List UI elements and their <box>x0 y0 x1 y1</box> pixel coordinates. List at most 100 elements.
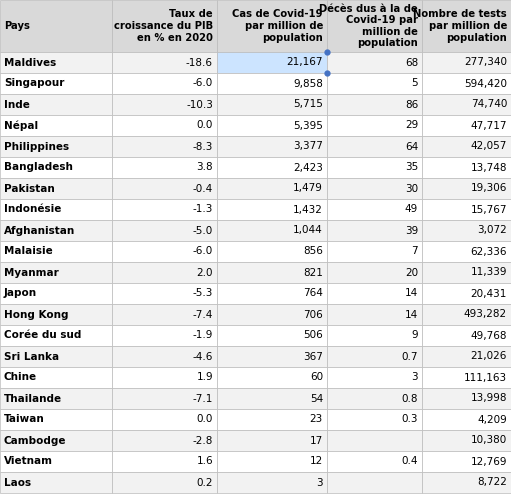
Bar <box>422 94 511 115</box>
Bar <box>327 136 422 157</box>
Text: 856: 856 <box>303 246 323 256</box>
Bar <box>0 283 112 304</box>
Bar <box>112 157 217 178</box>
Text: Décès dus à la de
Covid-19 par
million de
population: Décès dus à la de Covid-19 par million d… <box>319 4 418 48</box>
Bar <box>0 220 112 241</box>
Text: 4,209: 4,209 <box>477 414 507 424</box>
Text: -5.0: -5.0 <box>193 226 213 235</box>
Text: Taux de
croissance du PIB
en % en 2020: Taux de croissance du PIB en % en 2020 <box>114 10 213 42</box>
Text: 5,395: 5,395 <box>293 120 323 130</box>
Bar <box>112 472 217 493</box>
Bar <box>112 220 217 241</box>
Text: 29: 29 <box>405 120 418 130</box>
Bar <box>217 241 327 262</box>
Bar <box>0 388 112 409</box>
Text: Myanmar: Myanmar <box>4 268 59 278</box>
Bar <box>327 199 422 220</box>
Text: 74,740: 74,740 <box>471 100 507 110</box>
Text: Laos: Laos <box>4 478 31 488</box>
Text: 30: 30 <box>405 184 418 194</box>
Bar <box>217 472 327 493</box>
Bar <box>422 262 511 283</box>
Bar <box>327 325 422 346</box>
Bar <box>422 367 511 388</box>
Bar <box>327 430 422 451</box>
Bar <box>217 199 327 220</box>
Text: Cambodge: Cambodge <box>4 436 66 446</box>
Text: -7.4: -7.4 <box>193 310 213 320</box>
Bar <box>422 472 511 493</box>
Bar <box>217 430 327 451</box>
Bar <box>0 157 112 178</box>
Bar <box>217 94 327 115</box>
Text: Pakistan: Pakistan <box>4 184 55 194</box>
Text: -0.4: -0.4 <box>193 184 213 194</box>
Bar <box>422 283 511 304</box>
Text: Indonésie: Indonésie <box>4 204 61 214</box>
Bar <box>217 409 327 430</box>
Text: 62,336: 62,336 <box>471 246 507 256</box>
Bar <box>217 346 327 367</box>
Text: 60: 60 <box>310 372 323 382</box>
Text: Taiwan: Taiwan <box>4 414 45 424</box>
Bar <box>422 451 511 472</box>
Text: Philippines: Philippines <box>4 142 69 152</box>
Bar <box>217 220 327 241</box>
Text: 12,769: 12,769 <box>471 456 507 466</box>
Bar <box>217 115 327 136</box>
Bar <box>217 178 327 199</box>
Text: 19,306: 19,306 <box>471 184 507 194</box>
Text: Thailande: Thailande <box>4 394 62 404</box>
Text: 8,722: 8,722 <box>477 478 507 488</box>
Text: 49: 49 <box>405 204 418 214</box>
Text: -6.0: -6.0 <box>193 78 213 88</box>
Text: 13,748: 13,748 <box>471 162 507 172</box>
Text: 3: 3 <box>411 372 418 382</box>
Bar <box>327 451 422 472</box>
Text: 13,998: 13,998 <box>471 394 507 404</box>
Bar <box>422 241 511 262</box>
Text: 2.0: 2.0 <box>197 268 213 278</box>
Bar <box>112 388 217 409</box>
Text: 39: 39 <box>405 226 418 235</box>
Bar <box>327 73 422 94</box>
Text: Vietnam: Vietnam <box>4 456 53 466</box>
Bar <box>422 199 511 220</box>
Bar <box>112 0 217 52</box>
Bar <box>0 199 112 220</box>
Text: Népal: Népal <box>4 120 38 130</box>
Bar <box>327 283 422 304</box>
Text: Afghanistan: Afghanistan <box>4 226 75 235</box>
Bar <box>422 52 511 73</box>
Text: 5,715: 5,715 <box>293 100 323 110</box>
Text: 23: 23 <box>310 414 323 424</box>
Bar <box>217 367 327 388</box>
Text: 3,072: 3,072 <box>477 226 507 235</box>
Text: 15,767: 15,767 <box>471 204 507 214</box>
Text: Maldives: Maldives <box>4 58 56 68</box>
Text: -2.8: -2.8 <box>193 436 213 446</box>
Text: 3.8: 3.8 <box>196 162 213 172</box>
Text: 10,380: 10,380 <box>471 436 507 446</box>
Text: 277,340: 277,340 <box>464 58 507 68</box>
Text: 594,420: 594,420 <box>464 78 507 88</box>
Text: 706: 706 <box>303 310 323 320</box>
Text: 35: 35 <box>405 162 418 172</box>
Text: 20,431: 20,431 <box>471 288 507 298</box>
Bar <box>217 262 327 283</box>
Text: 7: 7 <box>411 246 418 256</box>
Bar <box>112 283 217 304</box>
Text: 1.6: 1.6 <box>196 456 213 466</box>
Text: 21,026: 21,026 <box>471 352 507 362</box>
Text: 49,768: 49,768 <box>471 330 507 340</box>
Bar <box>0 451 112 472</box>
Bar <box>112 136 217 157</box>
Bar <box>112 430 217 451</box>
Bar <box>0 325 112 346</box>
Bar <box>112 262 217 283</box>
Bar <box>0 346 112 367</box>
Bar <box>0 94 112 115</box>
Bar <box>422 346 511 367</box>
Bar <box>112 304 217 325</box>
Text: Inde: Inde <box>4 100 30 110</box>
